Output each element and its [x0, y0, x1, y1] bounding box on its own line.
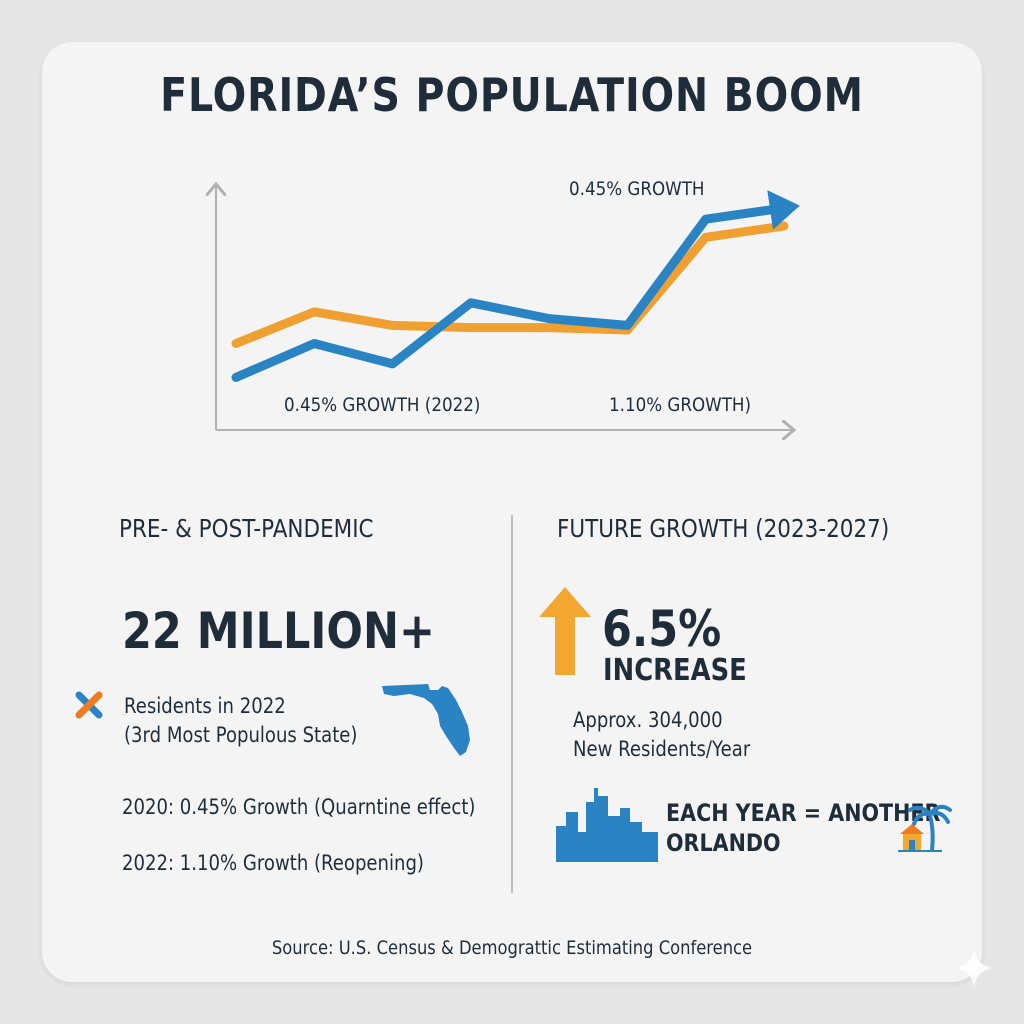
up-arrow-icon [539, 587, 591, 675]
right-heading: FUTURE GROWTH (2023-2027) [557, 514, 890, 543]
orlando-callout-2: ORLANDO [666, 829, 781, 857]
cross-icon [75, 691, 103, 719]
note-2022: 2022: 1.10% Growth (Reopening) [122, 851, 424, 875]
page-title: FLORIDA’S POPULATION BOOM [160, 68, 864, 122]
chart-annotation-top: 0.45% GROWTH [569, 178, 705, 200]
florida-map-icon [382, 684, 470, 756]
orlando-callout-1: EACH YEAR = ANOTHER [666, 799, 941, 827]
series-line-blue [231, 203, 789, 382]
skyline-icon [556, 788, 658, 862]
population-stat: 22 MILLION+ [122, 602, 435, 660]
increase-label: INCREASE [603, 653, 747, 688]
sparkle-icon [954, 948, 994, 988]
left-heading: PRE- & POST-PANDEMIC [119, 514, 374, 543]
section-divider [511, 515, 513, 893]
note-2020: 2020: 0.45% Growth (Quarntine effect) [122, 795, 476, 819]
house-palm-icon [898, 804, 952, 852]
series-line-orange [231, 221, 789, 348]
chart-annotation-2022: 0.45% GROWTH (2022) [284, 394, 481, 416]
growth-line-chart [200, 160, 800, 450]
source-note: Source: U.S. Census & Demograttic Estima… [271, 937, 753, 959]
series-arrowhead [767, 190, 800, 230]
residents-per-year: New Residents/Year [573, 737, 751, 761]
residents-estimate: Approx. 304,000 [573, 708, 723, 732]
chart-annotation-right: 1.10% GROWTH) [609, 394, 752, 416]
residents-line-2: (3rd Most Populous State) [124, 723, 358, 747]
increase-stat: 6.5% [602, 600, 722, 658]
residents-line-1: Residents in 2022 [124, 694, 286, 718]
